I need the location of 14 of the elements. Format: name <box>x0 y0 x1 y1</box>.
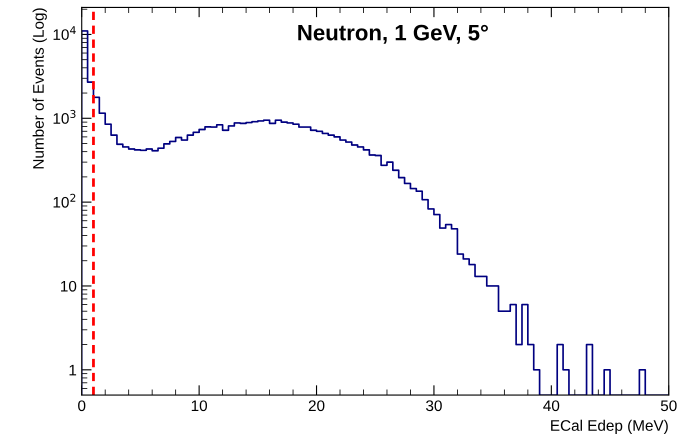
x-tick-label: 0 <box>78 400 86 412</box>
x-tick-label: 10 <box>192 400 208 412</box>
x-axis-title: ECal Edep (MeV) <box>551 420 668 434</box>
x-tick-label: 30 <box>426 400 442 412</box>
y-tick-label: 10$^{2}$ <box>54 194 76 208</box>
y-tick-label: 10 <box>61 280 76 292</box>
y-tick-label: 1 <box>70 364 76 376</box>
y-tick-label: 10$^{4}$ <box>54 26 76 40</box>
x-tick-label: 40 <box>543 400 560 412</box>
x-tick-label: 20 <box>308 400 324 412</box>
text: Neutron, 1 GeV, 5° <box>298 24 488 44</box>
y-tick-label: 10$^{3}$ <box>54 110 76 124</box>
x-tick-label: 50 <box>660 400 677 412</box>
y-axis-title: Number of Events (Log) <box>32 8 47 168</box>
